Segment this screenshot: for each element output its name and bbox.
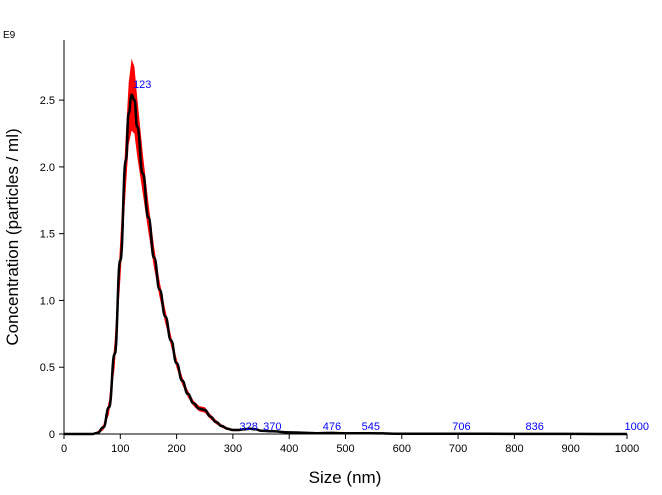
tick-marks: 0 100 200 300 400 500 600 700 800 900 1000 0 0.5 1.0 1… [40, 95, 640, 455]
y-tick-label: 0.5 [40, 362, 55, 374]
confidence-band [64, 58, 627, 434]
peak-label: 476 [323, 421, 341, 433]
y-tick-label: 0 [49, 429, 55, 441]
x-tick-label: 900 [562, 443, 580, 455]
x-tick-label: 0 [61, 443, 67, 455]
y-tick-label: 2.0 [40, 162, 55, 174]
peak-label: 545 [362, 421, 380, 433]
x-tick-label: 1000 [615, 443, 639, 455]
peak-label: 836 [525, 421, 543, 433]
peak-label: 1000 [625, 421, 649, 433]
x-axis-title: Size (nm) [309, 468, 382, 487]
x-tick-label: 600 [393, 443, 411, 455]
peak-label: 123 [133, 79, 151, 91]
x-tick-label: 700 [449, 443, 467, 455]
x-tick-label: 500 [336, 443, 354, 455]
axes [63, 40, 627, 435]
peak-labels: 123 328 370 476 545 706 836 1000 [133, 79, 649, 433]
peak-label: 706 [452, 421, 470, 433]
x-tick-label: 300 [224, 443, 242, 455]
x-tick-label: 800 [505, 443, 523, 455]
y-tick-label: 1.5 [40, 229, 55, 241]
x-tick-label: 100 [111, 443, 129, 455]
x-tick-label: 400 [280, 443, 298, 455]
x-tick-label: 200 [167, 443, 185, 455]
y-axis-title: Concentration (particles / ml) [3, 128, 22, 345]
y-tick-label: 2.5 [40, 95, 55, 107]
mean-concentration-line [64, 93, 628, 436]
data-layer [64, 58, 628, 436]
y-tick-label: 1.0 [40, 295, 55, 307]
y-exponent-label: E9 [3, 30, 16, 41]
peak-label: 370 [263, 421, 281, 433]
peak-label: 328 [239, 421, 257, 433]
